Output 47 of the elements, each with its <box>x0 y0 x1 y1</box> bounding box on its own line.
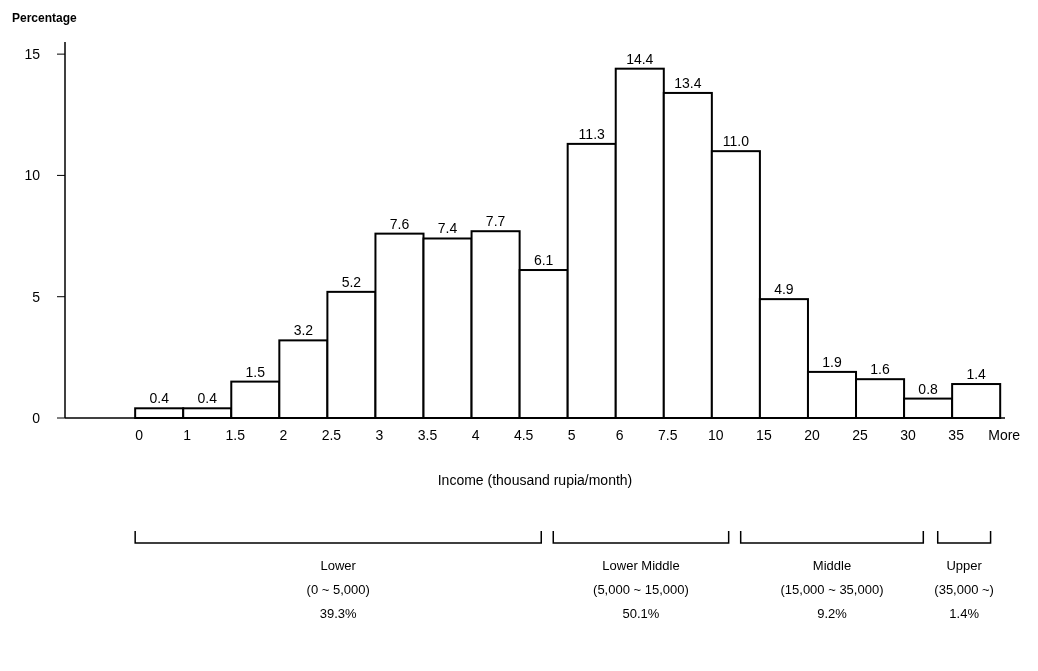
data-label: 1.9 <box>822 353 842 370</box>
y-tick-label: 10 <box>24 167 41 184</box>
x-tick-label: 4 <box>471 427 480 443</box>
y-tick-label: 5 <box>32 288 41 305</box>
data-label: 11.0 <box>722 133 750 150</box>
data-label: 7.6 <box>389 215 410 232</box>
data-label: 1.4 <box>966 366 987 383</box>
x-tick-label: 0 <box>135 427 144 443</box>
data-label: 0.8 <box>918 380 939 397</box>
text: Lower Middle (5,000 ~ 15,000) 50.1% <box>593 558 689 621</box>
text: More <box>988 427 1021 443</box>
data-label: 1.6 <box>870 361 890 378</box>
text: Middle (15,000 ~ 35,000) 9.2% <box>780 558 884 621</box>
x-tick-label: 10 <box>708 427 724 443</box>
data-label: 0.4 <box>149 390 170 407</box>
data-label: 4.9 <box>774 281 794 298</box>
text: Upper (35,000 ~) 1.4% <box>934 558 994 621</box>
data-label: 13.4 <box>674 74 702 91</box>
x-axis-title: Income (thousand rupia/month) <box>437 472 633 488</box>
y-tick-label: 15 <box>24 46 41 63</box>
x-tick-label: 30 <box>900 427 917 443</box>
data-label: 0.4 <box>197 390 218 407</box>
data-label: 1.5 <box>245 363 266 380</box>
x-tick-label: 2 <box>279 427 288 443</box>
x-tick-label: 7.5 <box>658 427 678 443</box>
data-label: 7.7 <box>485 213 506 230</box>
x-tick-label: 6 <box>615 427 624 443</box>
x-tick-label: 20 <box>804 427 820 443</box>
data-label: 7.4 <box>437 220 458 237</box>
y-axis-title: Percentage <box>12 11 78 25</box>
data-label: 5.2 <box>341 273 362 290</box>
x-tick-label: 15 <box>756 427 772 443</box>
x-tick-label: 1 <box>183 427 192 443</box>
data-label: 3.2 <box>293 322 314 339</box>
x-tick-label: 1.5 <box>225 427 246 443</box>
text: Lower (0 ~ 5,000) 39.3% <box>306 558 370 621</box>
x-tick-label: 2.5 <box>321 427 342 443</box>
y-tick-label: 0 <box>32 410 41 426</box>
x-tick-label: 3 <box>375 427 384 443</box>
x-tick-label: 5 <box>567 427 576 443</box>
data-label: 6.1 <box>533 252 554 269</box>
data-label: 11.3 <box>578 125 606 142</box>
data-label: 14.4 <box>626 50 654 67</box>
x-tick-label: 35 <box>948 427 965 443</box>
x-tick-label: 25 <box>852 427 869 443</box>
x-tick-label: 4.5 <box>513 427 534 443</box>
x-tick-label: 3.5 <box>417 427 438 443</box>
